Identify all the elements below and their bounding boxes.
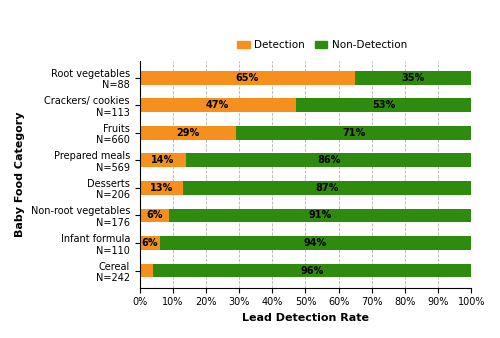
Bar — [140, 98, 296, 112]
Text: 47%: 47% — [206, 100, 229, 110]
Bar — [153, 264, 471, 277]
X-axis label: Lead Detection Rate: Lead Detection Rate — [242, 313, 369, 323]
Bar — [296, 98, 471, 112]
Bar — [140, 181, 183, 195]
Text: 65%: 65% — [236, 73, 259, 83]
Text: 14%: 14% — [151, 155, 174, 165]
Text: 96%: 96% — [300, 266, 324, 275]
Bar — [183, 181, 471, 195]
Text: 91%: 91% — [308, 211, 332, 220]
Text: 6%: 6% — [142, 238, 158, 248]
Text: 94%: 94% — [304, 238, 327, 248]
Text: 86%: 86% — [317, 155, 340, 165]
Text: 13%: 13% — [150, 183, 173, 193]
Text: 35%: 35% — [402, 73, 425, 83]
Text: 71%: 71% — [342, 128, 365, 138]
Y-axis label: Baby Food Category: Baby Food Category — [15, 112, 25, 237]
Bar — [170, 209, 471, 222]
Bar — [355, 71, 471, 84]
Bar — [140, 236, 160, 250]
Bar — [140, 264, 153, 277]
Text: 6%: 6% — [146, 211, 163, 220]
Legend: Detection, Non-Detection: Detection, Non-Detection — [233, 36, 411, 54]
Bar — [140, 209, 170, 222]
Bar — [140, 71, 355, 84]
Bar — [160, 236, 471, 250]
Text: 53%: 53% — [372, 100, 395, 110]
Bar — [140, 153, 186, 167]
Bar — [186, 153, 471, 167]
Text: 29%: 29% — [176, 128, 200, 138]
Bar — [236, 126, 471, 140]
Text: 87%: 87% — [316, 183, 338, 193]
Bar — [140, 126, 236, 140]
